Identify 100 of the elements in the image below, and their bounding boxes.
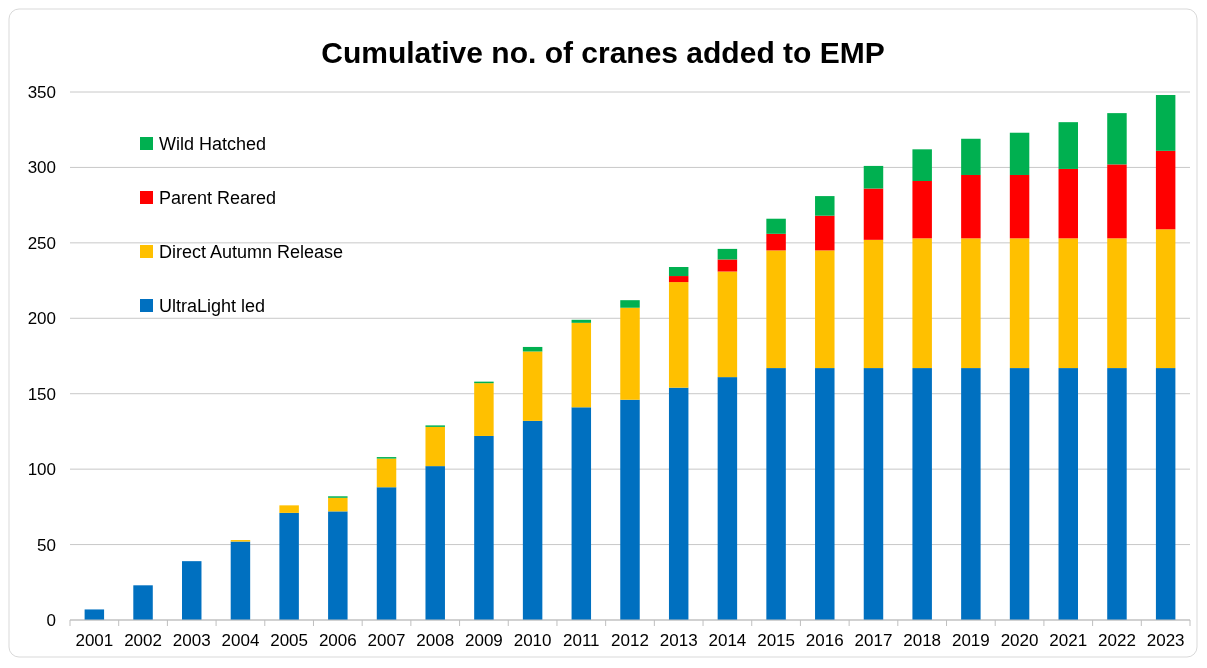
x-tick-label: 2002 [124,631,162,650]
chart-title: Cumulative no. of cranes added to EMP [321,36,885,69]
x-tick-label: 2019 [951,631,990,650]
bar [1009,132,1030,175]
bar [376,458,397,488]
bar [815,196,835,216]
bar [961,138,981,175]
x-tick-label: 2004 [221,631,260,650]
bar [1058,122,1078,169]
x-tick-label: 2013 [659,631,698,650]
bar [425,466,445,620]
bar [571,407,592,620]
bar [182,561,202,620]
bar [815,215,835,251]
bar [815,368,835,620]
bar [84,609,105,620]
x-tick-label: 2014 [708,631,747,650]
bar [620,300,640,308]
y-tick-label: 300 [27,158,56,178]
bar [912,238,932,369]
bar [230,541,251,620]
bar [522,420,543,620]
bar [766,250,786,369]
bar [717,248,738,260]
x-tick-label: 2020 [1000,631,1039,650]
bar [1058,238,1078,369]
x-tick-label: 2007 [367,631,406,650]
bar [1009,174,1030,239]
legend-label: UltraLight led [159,296,266,317]
x-tick-label: 2018 [903,631,942,650]
x-tick-label: 2003 [172,631,211,650]
bar [1107,113,1127,165]
bar [863,188,884,240]
bar [961,238,981,369]
bar [766,368,786,620]
legend-label: Direct Autumn Release [159,242,344,263]
y-tick-label: 50 [37,535,56,555]
x-tick-label: 2006 [318,631,357,650]
y-tick-label: 100 [27,460,56,480]
x-tick-label: 2008 [416,631,455,650]
y-tick-label: 350 [27,82,56,102]
bar [620,399,640,620]
bar [912,181,932,239]
bar [863,239,884,369]
bar [1107,164,1127,239]
x-tick-label: 2021 [1049,631,1088,650]
bar [133,585,153,620]
bar [863,165,884,189]
x-tick-label: 2001 [75,631,114,650]
bar [620,307,640,400]
x-tick-label: 2009 [465,631,503,650]
bar [571,319,592,323]
bar [815,250,835,369]
bar [1058,368,1078,620]
bar [668,266,689,277]
bar [961,174,981,239]
bar [766,218,786,234]
bar [1155,229,1176,369]
bar [1058,168,1078,239]
bar [328,497,348,512]
bar [1155,150,1176,230]
bar [425,426,445,467]
bar [912,368,932,620]
bar [474,383,494,436]
bar [863,368,884,620]
x-tick-label: 2011 [563,631,600,650]
x-tick-label: 2023 [1146,631,1185,650]
x-tick-label: 2015 [757,631,795,650]
bar [717,271,738,378]
bar [717,259,738,272]
y-tick-label: 200 [27,309,56,329]
bar [912,149,932,182]
bar [376,487,397,620]
x-tick-label: 2017 [854,631,893,650]
bar [668,276,689,283]
bar [1107,368,1127,620]
bar [279,512,299,620]
bar [522,351,543,421]
x-tick-label: 2010 [513,631,552,650]
bar [474,435,494,620]
bar [1155,368,1176,620]
legend-label: Wild Hatched [159,134,267,155]
y-tick-label: 250 [27,233,56,253]
bar [668,387,689,620]
legend-label: Parent Reared [159,188,277,209]
bar [1107,238,1127,369]
bar [1009,368,1030,620]
x-tick-label: 2005 [270,631,309,650]
x-tick-label: 2022 [1098,631,1136,650]
x-tick-label: 2016 [805,631,844,650]
x-tick-label: 2012 [611,631,649,650]
bar [279,505,299,513]
bar [1009,238,1030,369]
bar [766,233,786,251]
bar [1155,95,1176,151]
bar [571,322,592,408]
bar [961,368,981,620]
bar [328,511,348,620]
y-tick-label: 0 [46,610,56,630]
bar [717,377,738,620]
